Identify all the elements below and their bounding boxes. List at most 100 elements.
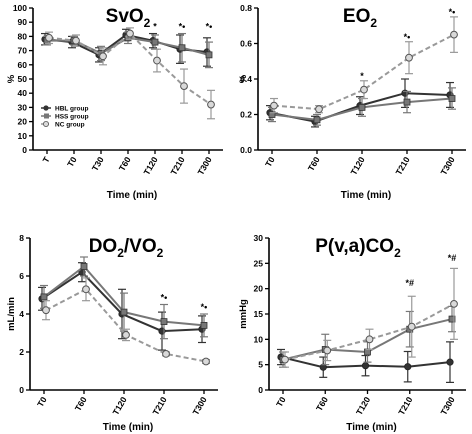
series-1 (43, 31, 213, 69)
legend-marker (43, 121, 50, 128)
data-point (178, 44, 186, 52)
significance-marker: * (153, 21, 157, 31)
x-axis-label: Time (min) (107, 190, 157, 201)
chart-panel-1: EO2 0.0 0.2 0.4 0.6 0.8 T0 T60 T120 T210 T300 Time … (238, 3, 466, 201)
title-tail: /VO (124, 236, 157, 257)
data-point (72, 36, 80, 45)
series-2 (281, 267, 458, 368)
y-tick-label: 0.8 (240, 3, 252, 13)
data-point (160, 318, 168, 326)
data-point (365, 335, 374, 344)
x-tick-label: T300 (190, 395, 208, 417)
x-axis-label: Time (min) (103, 422, 153, 433)
x-tick-label: T120 (354, 395, 372, 417)
data-point (45, 33, 53, 42)
x-tick-label: T (40, 154, 52, 164)
x-tick-label: T0 (65, 155, 79, 169)
data-point (446, 358, 454, 366)
title-subscript: 2 (394, 246, 401, 260)
x-tick-label: T30 (90, 155, 106, 173)
significance-marker: *• (179, 21, 186, 31)
series-0 (266, 78, 454, 128)
data-point (126, 29, 134, 38)
y-axis-label: mL/min (6, 297, 17, 331)
legend-marker (44, 113, 49, 119)
y-tick-label: 2 (19, 347, 24, 357)
y-tick-label: 5 (258, 360, 263, 370)
data-point (403, 98, 411, 106)
significance-marker: *• (449, 7, 456, 17)
legend-label: HBL group (55, 105, 88, 112)
data-point (162, 350, 170, 358)
chart-title: P(v,a)CO2 (315, 236, 401, 260)
data-point (42, 306, 50, 315)
data-point (448, 95, 456, 102)
series-2 (45, 27, 215, 120)
y-tick-label: 10 (254, 334, 264, 344)
data-point (82, 285, 90, 294)
y-tick-label: 0.2 (240, 110, 252, 120)
title-main: DO (89, 236, 118, 257)
series-1 (40, 256, 208, 340)
y-tick-label: 0.0 (240, 145, 252, 155)
significance-marker: *• (206, 21, 213, 31)
series-0 (277, 341, 454, 383)
series-2 (42, 277, 210, 366)
series-line (45, 288, 207, 363)
data-point (80, 263, 88, 270)
x-tick-label: T300 (438, 155, 456, 177)
x-tick-label: T210 (150, 395, 168, 417)
y-tick-label: 25 (254, 258, 264, 268)
x-tick-label: T120 (141, 155, 159, 177)
data-point (205, 51, 213, 59)
significance-marker: * (360, 71, 364, 81)
y-tick-label: 8 (19, 233, 24, 243)
data-point (207, 100, 215, 109)
y-tick-label: 4 (19, 309, 24, 319)
title-main: P(v,a)CO (315, 236, 394, 257)
data-point (40, 293, 48, 301)
y-tick-label: 70 (18, 46, 28, 56)
y-axis-label: mmHg (238, 299, 249, 329)
y-tick-label: 40 (18, 88, 28, 98)
x-tick-label: T210 (393, 155, 411, 177)
series-2 (270, 16, 458, 114)
data-point (270, 101, 278, 110)
chart-title: DO2/VO2 (89, 236, 164, 260)
y-tick-label: 20 (18, 117, 28, 127)
data-point (151, 38, 159, 46)
x-tick-label: T120 (348, 155, 366, 177)
data-point (407, 322, 416, 331)
y-tick-label: 0 (19, 385, 24, 395)
y-tick-label: 80 (18, 31, 28, 41)
y-tick-label: 10 (18, 131, 28, 141)
x-tick-label: T210 (396, 395, 414, 417)
x-tick-label: T0 (35, 395, 49, 409)
x-tick-label: T0 (274, 395, 288, 409)
chart-title: EO2 (343, 6, 377, 30)
title-subscript: 2 (144, 16, 151, 30)
data-point (361, 362, 370, 370)
y-tick-label: 30 (18, 102, 28, 112)
legend-marker (43, 105, 49, 111)
data-point (448, 315, 456, 323)
y-axis-label: % (238, 74, 249, 83)
y-tick-label: 6 (19, 271, 24, 281)
data-point (323, 346, 332, 355)
x-tick-label: T300 (438, 395, 456, 417)
data-point (319, 363, 327, 371)
data-point (99, 52, 107, 61)
x-tick-label: T60 (314, 395, 330, 413)
data-point (405, 53, 413, 62)
x-tick-label: T60 (306, 155, 322, 173)
x-tick-label: T60 (73, 395, 89, 413)
data-point (268, 111, 276, 118)
x-tick-label: T210 (168, 155, 186, 177)
y-tick-label: 90 (18, 17, 28, 27)
data-point (200, 321, 208, 329)
data-point (404, 363, 412, 371)
y-tick-label: 0.6 (240, 39, 252, 49)
